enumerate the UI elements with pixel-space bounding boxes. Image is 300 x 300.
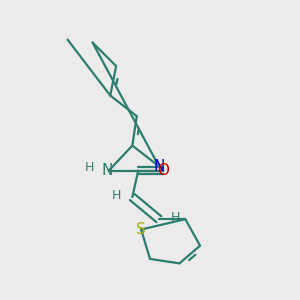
Text: N: N <box>102 163 113 178</box>
Text: H: H <box>170 211 180 224</box>
Text: O: O <box>157 163 169 178</box>
Text: H: H <box>85 161 94 174</box>
Text: N: N <box>153 159 164 174</box>
Text: S: S <box>136 222 146 237</box>
Text: H: H <box>112 189 121 202</box>
